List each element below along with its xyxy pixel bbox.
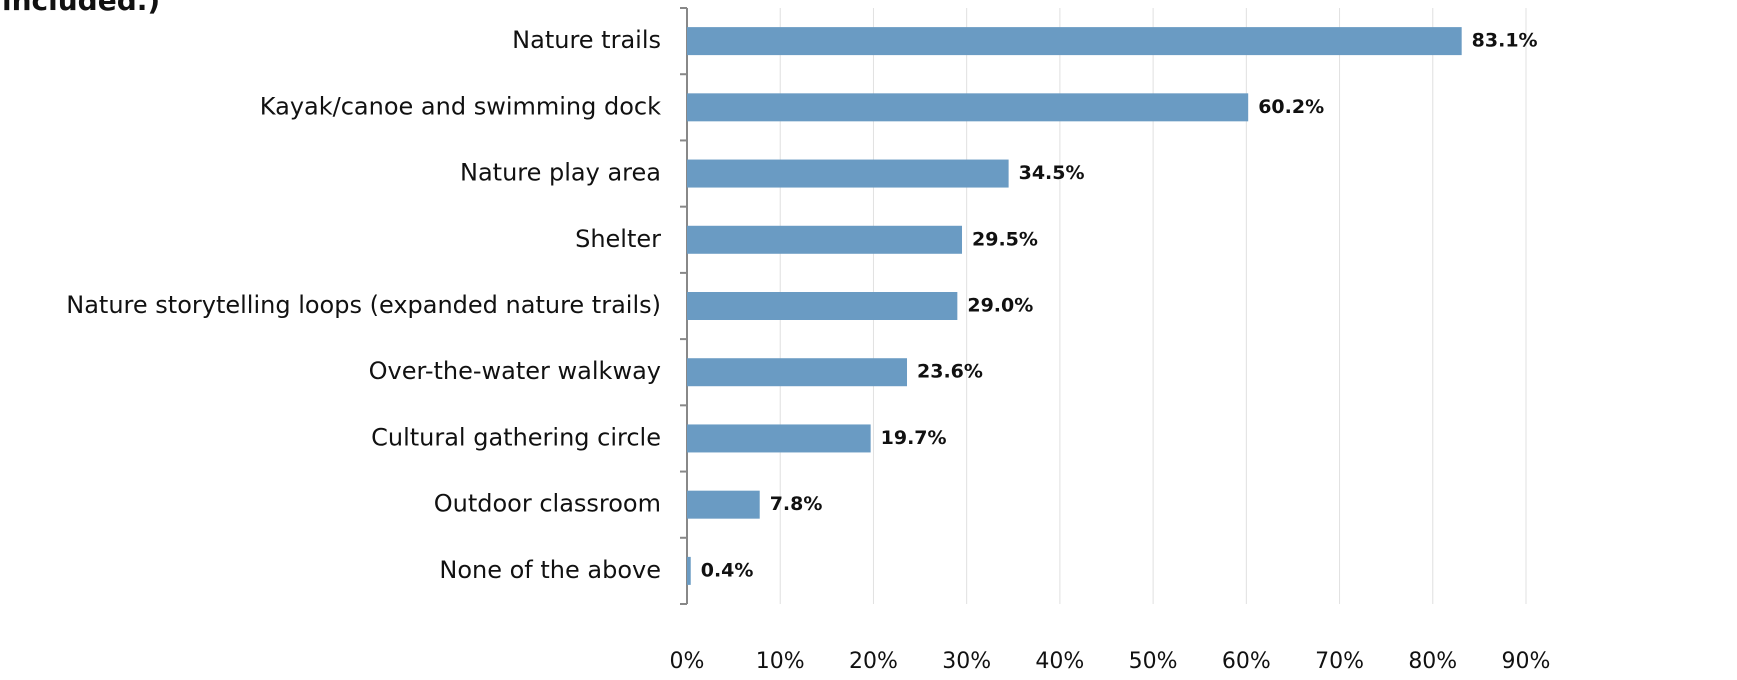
- value-label: 19.7%: [881, 427, 947, 449]
- y-tick-label: Outdoor classroom: [434, 490, 661, 518]
- bar: [687, 93, 1249, 122]
- x-tick-label: 90%: [1502, 649, 1551, 674]
- y-tick-label: Kayak/canoe and swimming dock: [260, 92, 661, 120]
- y-tick-label: Nature storytelling loops (expanded natu…: [66, 291, 661, 319]
- bar: [687, 292, 958, 320]
- x-tick-label: 70%: [1315, 649, 1364, 674]
- value-label: 34.5%: [1019, 162, 1085, 184]
- value-label: 60.2%: [1258, 96, 1324, 118]
- chart-title: included.): [2, 0, 160, 17]
- value-label: 0.4%: [701, 559, 754, 581]
- bar: [687, 358, 908, 387]
- value-label: 29.5%: [972, 228, 1038, 250]
- x-tick-label: 0%: [670, 649, 705, 674]
- x-tick-label: 40%: [1035, 649, 1084, 674]
- y-tick-label: Cultural gathering circle: [371, 423, 661, 451]
- x-tick-label: 60%: [1222, 649, 1271, 674]
- x-tick-label: 50%: [1129, 649, 1178, 674]
- bar: [687, 556, 691, 585]
- x-tick-label: 80%: [1408, 649, 1457, 674]
- bar: [687, 225, 963, 254]
- x-tick-label: 20%: [849, 649, 898, 674]
- x-tick-label: 10%: [756, 649, 805, 674]
- y-tick-label: None of the above: [439, 556, 661, 584]
- y-tick-label: Nature play area: [460, 159, 661, 187]
- x-tick-label: 30%: [942, 649, 991, 674]
- value-label: 83.1%: [1472, 30, 1538, 52]
- y-tick-label: Shelter: [575, 225, 661, 253]
- bar: [687, 27, 1462, 56]
- y-tick-label: Over-the-water walkway: [369, 357, 661, 385]
- bar: [687, 490, 760, 519]
- value-label: 23.6%: [917, 361, 983, 383]
- bar: [687, 424, 871, 453]
- y-tick-label: Nature trails: [512, 26, 661, 54]
- bar: [687, 159, 1009, 188]
- value-label: 7.8%: [770, 493, 823, 515]
- value-label: 29.0%: [967, 295, 1033, 317]
